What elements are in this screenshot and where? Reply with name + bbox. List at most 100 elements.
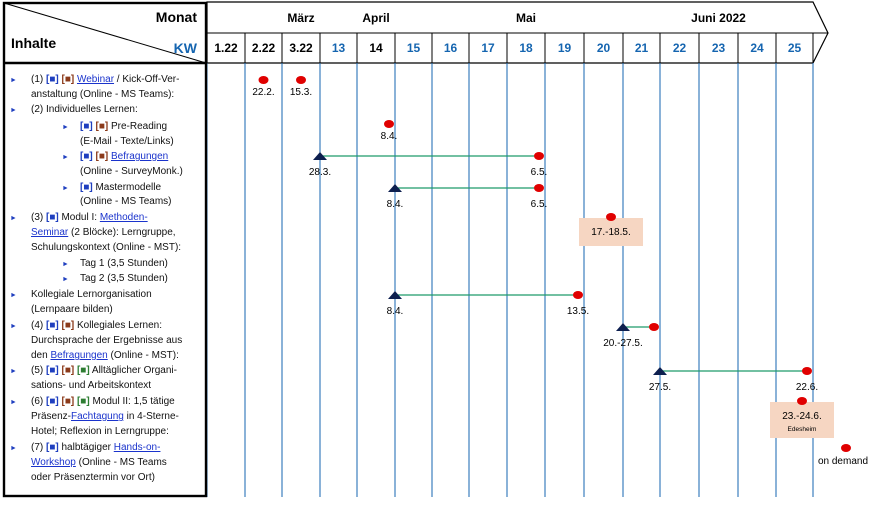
span-mastermodelle-end-label: 6.5. <box>531 199 548 210</box>
content-row: (3) [■] Modul I: Methoden- <box>31 212 148 223</box>
row-bullet: ► <box>62 154 69 161</box>
content-row: (Lernpaare bilden) <box>31 304 113 315</box>
content-row: (6) [■] [■] [■] Modul II: 1,5 tätige <box>31 396 175 407</box>
milestone-workshop-label: on demand <box>818 456 868 467</box>
kw-22: 22 <box>673 41 687 55</box>
content-link[interactable]: Workshop <box>31 457 76 468</box>
color-marker: [■] <box>80 121 93 132</box>
content-link[interactable]: Befragungen <box>50 350 107 361</box>
content-row: Tag 1 (3,5 Stunden) <box>80 258 168 269</box>
color-marker: [■] <box>61 365 74 376</box>
milestone-webinar-b-label: 15.3. <box>290 87 312 98</box>
span-lernpaare-start-label: 8.4. <box>387 306 404 317</box>
content-row: Seminar (2 Blöcke): Lerngruppe, <box>31 227 176 238</box>
block-modul-2-sublabel: Edesheim <box>788 426 817 433</box>
color-marker: [■] <box>46 365 59 376</box>
header-diagonal <box>3 2 207 64</box>
kw-23: 23 <box>712 41 726 55</box>
span-befragungen-start-triangle <box>313 152 327 160</box>
month-label: April <box>362 11 389 25</box>
block-modul-1-dot <box>606 213 616 221</box>
span-kollegiales-lernen-start-triangle <box>616 323 630 331</box>
kw-25: 25 <box>788 41 802 55</box>
block-modul-2-label: 23.-24.6. <box>782 411 821 422</box>
block-modul-2-dot <box>797 397 807 405</box>
span-alltag-start-label: 27.5. <box>649 382 671 393</box>
color-marker: [■] <box>46 74 59 85</box>
milestone-pre-reading-dot <box>384 120 394 128</box>
content-row: (Online - MS Teams) <box>80 196 172 207</box>
content-row: oder Präsenztermin vor Ort) <box>31 472 155 483</box>
kw-17: 17 <box>481 41 495 55</box>
content-row: Kollegiale Lernorganisation <box>31 289 152 300</box>
block-modul-1 <box>579 218 643 246</box>
month-label: Mai <box>516 11 536 25</box>
content-link[interactable]: Hands-on- <box>114 442 161 453</box>
kw-24: 24 <box>750 41 764 55</box>
span-mastermodelle-end-dot <box>534 184 544 192</box>
content-link[interactable]: Methoden- <box>100 212 148 223</box>
kw-19: 19 <box>558 41 572 55</box>
row-bullet: ► <box>10 323 17 330</box>
content-row: Tag 2 (3,5 Stunden) <box>80 273 168 284</box>
content-row: den Befragungen (Online - MST): <box>31 350 179 361</box>
row-bullet: ► <box>10 77 17 84</box>
content-row: sations- und Arbeitskontext <box>31 380 151 391</box>
content-row: [■] Mastermodelle <box>80 182 162 193</box>
content-row: Durchsprache der Ergebnisse aus <box>31 335 182 346</box>
color-marker: [■] <box>46 442 59 453</box>
content-row: [■] [■] Befragungen <box>80 151 168 162</box>
color-marker: [■] <box>61 74 74 85</box>
content-row: Workshop (Online - MS Teams <box>31 457 167 468</box>
kw-2.22: 2.22 <box>252 41 276 55</box>
content-link[interactable]: Fachtagung <box>71 411 124 422</box>
span-kollegiales-lernen-end-dot <box>649 323 659 331</box>
color-marker: [■] <box>80 151 93 162</box>
span-alltag-end-label: 22.6. <box>796 382 818 393</box>
milestone-workshop-dot <box>841 444 851 452</box>
content-row: (Online - SurveyMonk.) <box>80 166 183 177</box>
milestone-pre-reading-label: 8.4. <box>381 131 398 142</box>
content-link[interactable]: Seminar <box>31 227 69 238</box>
row-bullet: ► <box>10 368 17 375</box>
content-row: Präsenz-Fachtagung in 4-Sterne- <box>31 411 179 422</box>
block-modul-1-label: 17.-18.5. <box>591 227 630 238</box>
span-befragungen-end-dot <box>534 152 544 160</box>
kw-1.22: 1.22 <box>214 41 238 55</box>
milestone-webinar-a-label: 22.2. <box>252 87 274 98</box>
milestone-webinar-a-dot <box>258 76 269 84</box>
color-marker: [■] <box>61 320 74 331</box>
color-marker: [■] <box>77 365 90 376</box>
row-bullet: ► <box>62 276 69 283</box>
content-link[interactable]: Webinar <box>77 74 115 85</box>
row-bullet: ► <box>62 124 69 131</box>
span-lernpaare-end-dot <box>573 291 583 299</box>
span-alltag-start-triangle <box>653 367 667 375</box>
color-marker: [■] <box>95 151 108 162</box>
span-mastermodelle-start-label: 8.4. <box>387 199 404 210</box>
span-kollegiales-lernen-start-label: 20.-27.5. <box>603 338 642 349</box>
color-marker: [■] <box>61 396 74 407</box>
color-marker: [■] <box>95 121 108 132</box>
kw-20: 20 <box>597 41 611 55</box>
content-row: (5) [■] [■] [■] Alltäglicher Organi- <box>31 365 177 376</box>
kw-label: KW <box>174 40 198 56</box>
content-row: [■] [■] Pre-Reading <box>80 121 167 132</box>
row-bullet: ► <box>62 261 69 268</box>
color-marker: [■] <box>46 396 59 407</box>
content-link[interactable]: Befragungen <box>111 151 168 162</box>
row-bullet: ► <box>62 185 69 192</box>
span-befragungen-start-label: 28.3. <box>309 167 331 178</box>
content-row: (2) Individuelles Lernen: <box>31 104 138 115</box>
block-modul-2 <box>770 402 834 438</box>
kw-14: 14 <box>369 41 383 55</box>
row-bullet: ► <box>10 107 17 114</box>
milestone-webinar-b-dot <box>296 76 306 84</box>
kw-18: 18 <box>519 41 533 55</box>
month-label: Juni 2022 <box>691 11 746 25</box>
content-row: (7) [■] halbtägiger Hands-on- <box>31 442 160 453</box>
row-bullet: ► <box>10 292 17 299</box>
span-mastermodelle-start-triangle <box>388 184 402 192</box>
